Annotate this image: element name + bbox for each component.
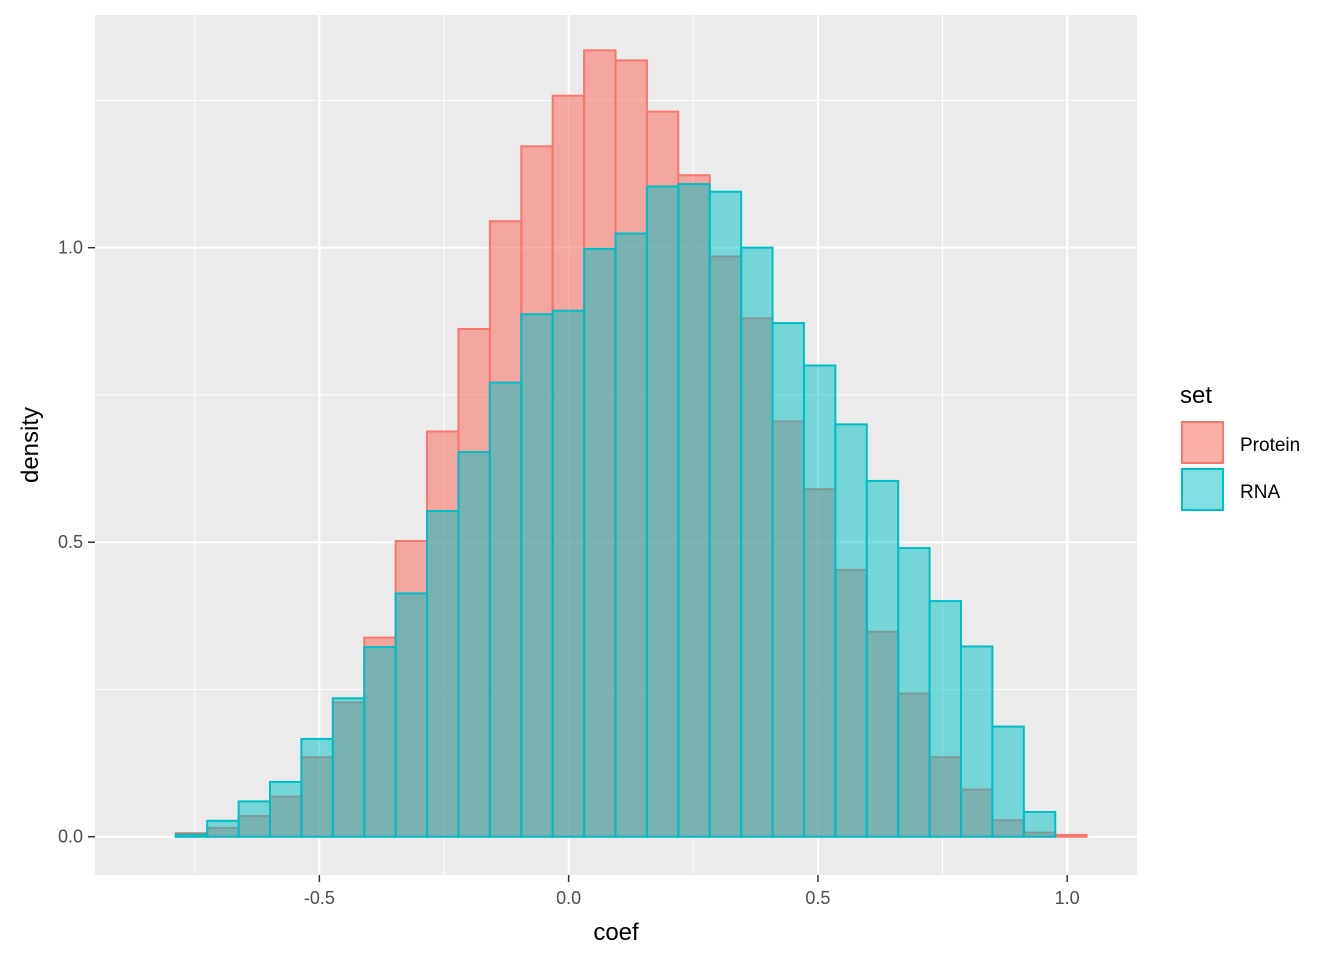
rna-bar bbox=[865, 479, 900, 838]
legend-key-protein bbox=[1181, 421, 1224, 464]
rna-bar bbox=[457, 451, 491, 838]
rna-bar bbox=[991, 725, 1025, 838]
rna-bar bbox=[331, 697, 366, 838]
y-axis-title: density bbox=[17, 407, 44, 483]
rna-bar bbox=[740, 246, 774, 838]
x-tick-label: 0.5 bbox=[805, 888, 830, 908]
x-axis-ticks: -0.5 0.0 0.5 1.0 bbox=[304, 875, 1080, 908]
legend-title: set bbox=[1180, 382, 1212, 409]
protein-bar bbox=[1054, 833, 1088, 838]
rna-bar bbox=[645, 185, 680, 838]
rna-bar bbox=[363, 646, 397, 838]
rna-bar bbox=[614, 232, 648, 838]
x-axis-title: coef bbox=[593, 919, 639, 946]
y-axis-ticks: 0.0 0.5 1.0 bbox=[58, 238, 95, 847]
rna-bar bbox=[897, 547, 931, 838]
y-tick-label: 1.0 bbox=[58, 238, 83, 258]
rna-bar bbox=[237, 800, 271, 838]
x-tick-label: -0.5 bbox=[304, 888, 335, 908]
y-tick-label: 0.0 bbox=[58, 827, 83, 847]
rna-bar bbox=[426, 509, 460, 838]
rna-bar bbox=[488, 381, 523, 838]
rna-bar bbox=[520, 313, 554, 838]
rna-bar bbox=[551, 309, 586, 838]
legend: set Protein RNA bbox=[1180, 382, 1300, 511]
rna-bar bbox=[928, 600, 963, 838]
rna-bar bbox=[268, 780, 303, 838]
rna-bar bbox=[960, 645, 994, 838]
rna-bar bbox=[834, 423, 868, 838]
rna-bar bbox=[174, 833, 209, 838]
legend-label-protein: Protein bbox=[1240, 435, 1300, 456]
rna-bar bbox=[300, 737, 334, 838]
rna-bar bbox=[394, 592, 429, 838]
rna-bar bbox=[677, 183, 711, 838]
legend-label-rna: RNA bbox=[1240, 482, 1280, 503]
y-tick-label: 0.5 bbox=[58, 532, 83, 552]
x-tick-label: 1.0 bbox=[1055, 888, 1080, 908]
rna-bar bbox=[771, 322, 805, 838]
rna-bar bbox=[206, 819, 240, 838]
rna-bars bbox=[174, 183, 1057, 838]
rna-bar bbox=[708, 190, 743, 838]
rna-bar bbox=[802, 364, 837, 838]
rna-bar bbox=[1022, 810, 1057, 838]
rna-bar bbox=[583, 247, 617, 838]
x-tick-label: 0.0 bbox=[556, 888, 581, 908]
legend-key-rna bbox=[1181, 468, 1224, 511]
